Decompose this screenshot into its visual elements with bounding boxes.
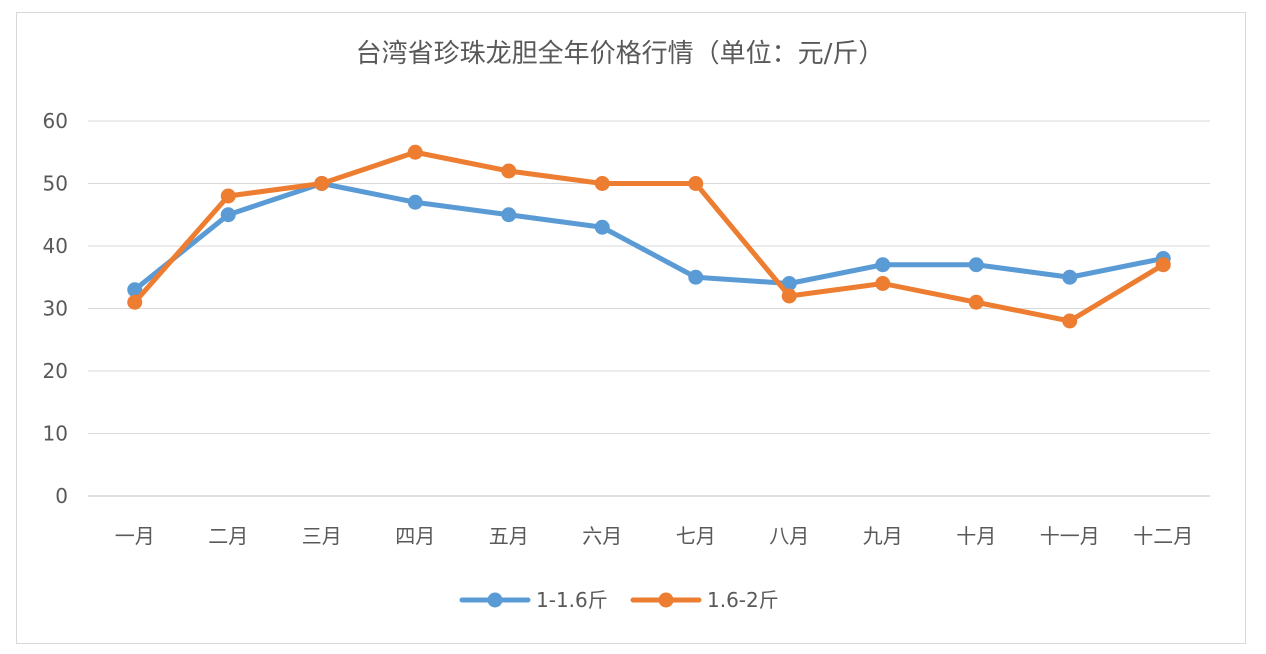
x-tick-label: 五月 <box>489 524 529 548</box>
y-tick-label: 50 <box>43 172 68 196</box>
x-tick-label: 七月 <box>676 524 716 548</box>
data-point <box>127 294 143 310</box>
data-point <box>220 207 236 223</box>
x-tick-label: 九月 <box>863 524 903 548</box>
data-point <box>875 276 891 291</box>
x-tick-label: 十二月 <box>1133 524 1193 548</box>
x-tick-label: 四月 <box>395 524 435 548</box>
y-tick-label: 40 <box>43 234 68 258</box>
gridlines <box>88 120 1210 497</box>
data-point <box>501 207 517 223</box>
y-tick-label: 30 <box>43 297 68 321</box>
series-line-2 <box>132 149 1166 324</box>
legend-label: 1-1.6斤 <box>536 588 608 612</box>
data-point <box>875 257 891 273</box>
x-tick-label: 六月 <box>582 524 622 548</box>
y-tick-label: 10 <box>43 422 68 446</box>
data-point <box>968 294 984 310</box>
x-tick-label: 二月 <box>208 524 248 548</box>
series-line-1 <box>132 181 1166 293</box>
x-tick-label: 十月 <box>956 524 996 548</box>
data-point <box>781 276 797 291</box>
y-tick-label: 0 <box>55 484 68 508</box>
x-tick-label: 十一月 <box>1040 524 1100 548</box>
data-point <box>127 282 143 298</box>
y-axis-ticks: 0 10 20 30 40 50 60 <box>43 109 68 508</box>
data-point <box>314 176 330 191</box>
data-point <box>781 288 797 304</box>
legend: 1-1.6斤 1.6-2斤 <box>459 588 779 612</box>
chart-frame <box>16 12 1246 644</box>
y-tick-label: 60 <box>43 109 68 133</box>
data-point <box>688 269 704 285</box>
data-point <box>407 194 423 210</box>
data-point <box>1155 257 1171 273</box>
data-point <box>1062 313 1078 329</box>
data-point <box>1062 269 1078 285</box>
data-point <box>501 163 517 179</box>
y-tick-label: 20 <box>43 359 68 383</box>
series-group <box>127 144 1171 329</box>
data-point <box>594 176 610 191</box>
data-point <box>407 144 423 160</box>
data-point <box>220 188 236 204</box>
x-tick-label: 一月 <box>115 524 155 548</box>
x-tick-label: 三月 <box>302 524 342 548</box>
data-point <box>594 219 610 235</box>
data-point <box>688 176 704 191</box>
x-axis-ticks: 一月 二月 三月 四月 五月 六月 七月 八月 九月 十月 十一月 十二月 <box>115 524 1194 548</box>
chart-title: 台湾省珍珠龙胆全年价格行情（单位：元/斤） <box>356 39 885 69</box>
legend-label: 1.6-2斤 <box>707 588 779 612</box>
data-point <box>968 257 984 273</box>
legend-marker <box>658 592 674 608</box>
legend-marker <box>487 592 503 608</box>
x-tick-label: 八月 <box>769 524 809 548</box>
